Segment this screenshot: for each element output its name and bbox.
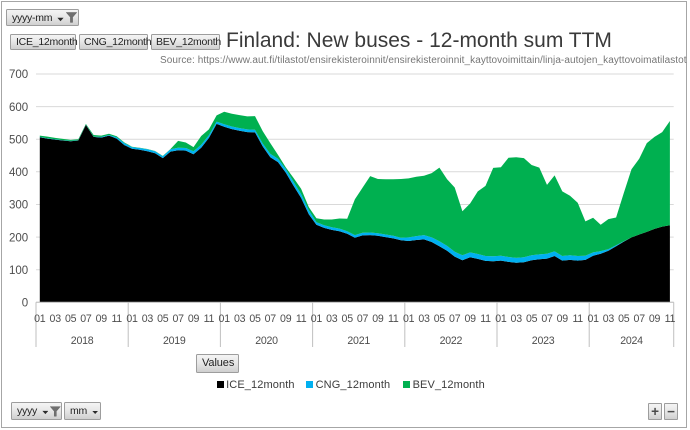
svg-text:400: 400 (9, 167, 28, 179)
svg-text:05: 05 (342, 313, 354, 325)
svg-text:07: 07 (172, 313, 184, 325)
svg-text:200: 200 (9, 232, 28, 244)
svg-text:05: 05 (526, 313, 538, 325)
svg-text:03: 03 (326, 313, 338, 325)
svg-text:2022: 2022 (440, 335, 463, 347)
svg-text:09: 09 (464, 313, 476, 325)
svg-text:11: 11 (111, 313, 122, 325)
svg-text:03: 03 (603, 313, 615, 325)
svg-text:05: 05 (157, 313, 169, 325)
svg-text:07: 07 (449, 313, 461, 325)
svg-text:07: 07 (541, 313, 553, 325)
svg-text:01: 01 (126, 313, 138, 325)
svg-text:03: 03 (142, 313, 154, 325)
svg-text:09: 09 (557, 313, 569, 325)
svg-text:01: 01 (587, 313, 599, 325)
svg-text:11: 11 (388, 313, 399, 325)
svg-text:01: 01 (219, 313, 231, 325)
svg-text:07: 07 (357, 313, 369, 325)
svg-text:01: 01 (403, 313, 415, 325)
svg-text:09: 09 (96, 313, 108, 325)
svg-text:05: 05 (249, 313, 261, 325)
svg-text:2019: 2019 (163, 335, 186, 347)
svg-text:11: 11 (204, 313, 215, 325)
svg-text:07: 07 (80, 313, 92, 325)
svg-text:600: 600 (9, 102, 28, 114)
svg-text:09: 09 (372, 313, 384, 325)
svg-text:11: 11 (665, 313, 676, 325)
svg-text:500: 500 (9, 134, 28, 146)
svg-text:2018: 2018 (71, 335, 94, 347)
svg-text:100: 100 (9, 265, 28, 277)
svg-text:05: 05 (434, 313, 446, 325)
svg-text:01: 01 (34, 313, 46, 325)
svg-text:07: 07 (634, 313, 646, 325)
svg-text:01: 01 (311, 313, 323, 325)
svg-text:03: 03 (234, 313, 246, 325)
svg-text:2021: 2021 (347, 335, 370, 347)
svg-text:11: 11 (572, 313, 583, 325)
svg-text:300: 300 (9, 200, 28, 212)
svg-text:03: 03 (50, 313, 62, 325)
svg-text:05: 05 (65, 313, 77, 325)
svg-text:0: 0 (22, 298, 28, 310)
svg-text:11: 11 (296, 313, 307, 325)
svg-text:700: 700 (9, 69, 28, 81)
svg-text:2023: 2023 (532, 335, 555, 347)
svg-text:03: 03 (511, 313, 523, 325)
svg-text:09: 09 (280, 313, 292, 325)
svg-text:09: 09 (188, 313, 200, 325)
svg-text:03: 03 (418, 313, 430, 325)
svg-text:11: 11 (480, 313, 491, 325)
svg-text:05: 05 (618, 313, 630, 325)
svg-text:2024: 2024 (620, 335, 643, 347)
svg-text:01: 01 (495, 313, 507, 325)
svg-text:07: 07 (265, 313, 277, 325)
svg-text:2020: 2020 (255, 335, 278, 347)
svg-text:09: 09 (649, 313, 661, 325)
